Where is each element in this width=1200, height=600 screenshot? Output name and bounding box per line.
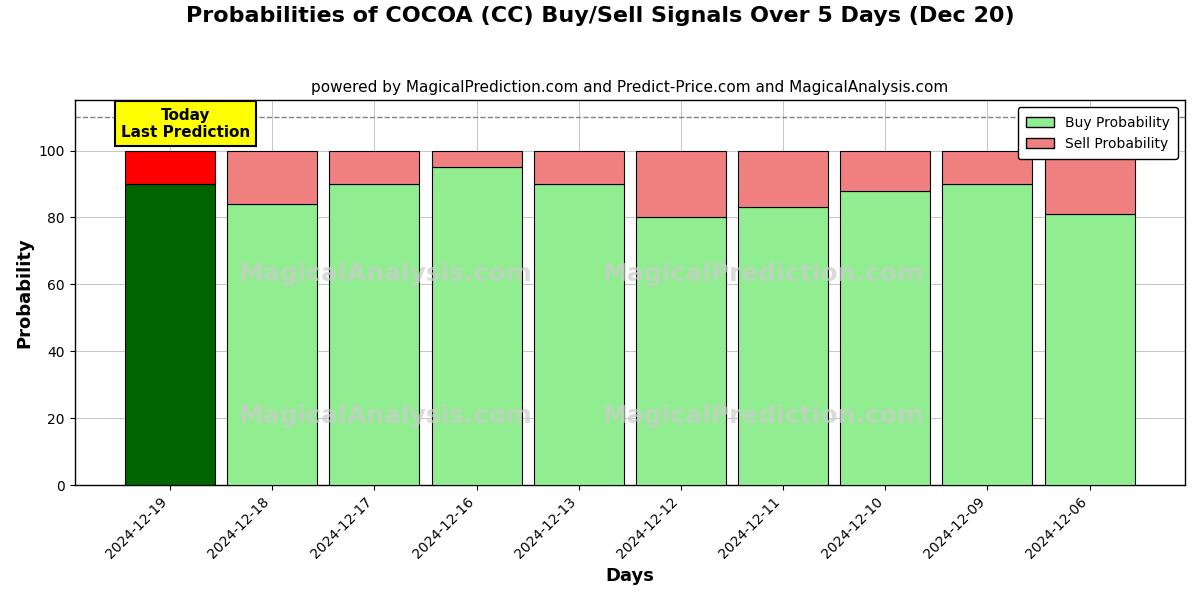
X-axis label: Days: Days xyxy=(605,567,654,585)
Bar xyxy=(534,151,624,184)
Bar xyxy=(534,184,624,485)
Text: MagicalAnalysis.com: MagicalAnalysis.com xyxy=(239,262,533,286)
Title: powered by MagicalPrediction.com and Predict-Price.com and MagicalAnalysis.com: powered by MagicalPrediction.com and Pre… xyxy=(311,80,948,95)
Text: Today
Last Prediction: Today Last Prediction xyxy=(121,107,250,140)
Bar xyxy=(942,151,1032,184)
Bar xyxy=(636,151,726,217)
Bar xyxy=(125,151,215,184)
Bar xyxy=(942,184,1032,485)
Text: MagicalPrediction.com: MagicalPrediction.com xyxy=(602,262,924,286)
Bar xyxy=(1045,214,1134,485)
Bar xyxy=(227,151,317,204)
Bar xyxy=(330,184,419,485)
Bar xyxy=(432,151,522,167)
Bar xyxy=(1045,151,1134,214)
Legend: Buy Probability, Sell Probability: Buy Probability, Sell Probability xyxy=(1018,107,1178,159)
Y-axis label: Probability: Probability xyxy=(16,238,34,348)
Bar xyxy=(738,151,828,208)
Bar xyxy=(125,184,215,485)
Bar xyxy=(227,204,317,485)
Text: MagicalAnalysis.com: MagicalAnalysis.com xyxy=(239,404,533,428)
Bar xyxy=(432,167,522,485)
Bar xyxy=(840,191,930,485)
Bar xyxy=(636,217,726,485)
Bar xyxy=(840,151,930,191)
Text: Probabilities of COCOA (CC) Buy/Sell Signals Over 5 Days (Dec 20): Probabilities of COCOA (CC) Buy/Sell Sig… xyxy=(186,6,1014,26)
Text: MagicalPrediction.com: MagicalPrediction.com xyxy=(602,404,924,428)
Bar xyxy=(738,208,828,485)
Bar xyxy=(330,151,419,184)
